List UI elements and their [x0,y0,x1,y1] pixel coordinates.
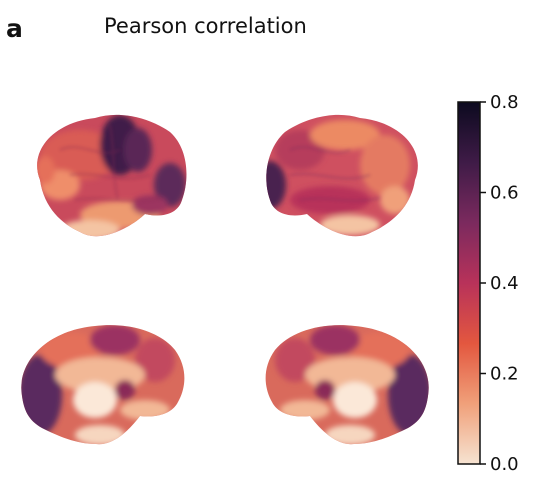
colorbar-tick-label: 0.4 [490,273,519,294]
colorbar-tick-label: 0.2 [490,364,519,385]
left-lateral-brain [37,114,187,237]
colorbar-ticks: 0.8 0.6 0.4 0.2 0.0 [480,92,519,475]
left-medial-brain [21,325,185,445]
colorbar: 0.8 0.6 0.4 0.2 0.0 [457,92,519,475]
right-medial-brain [265,325,429,445]
panel-label: a [6,14,23,43]
colorbar-tick-label: 0.6 [490,183,519,204]
figure-title: Pearson correlation [104,14,307,38]
right-lateral-brain [266,114,418,237]
colorbar-tick-label: 0.8 [490,92,519,113]
colorbar-rect [457,101,481,465]
colorbar-tick-label: 0.0 [490,454,519,475]
